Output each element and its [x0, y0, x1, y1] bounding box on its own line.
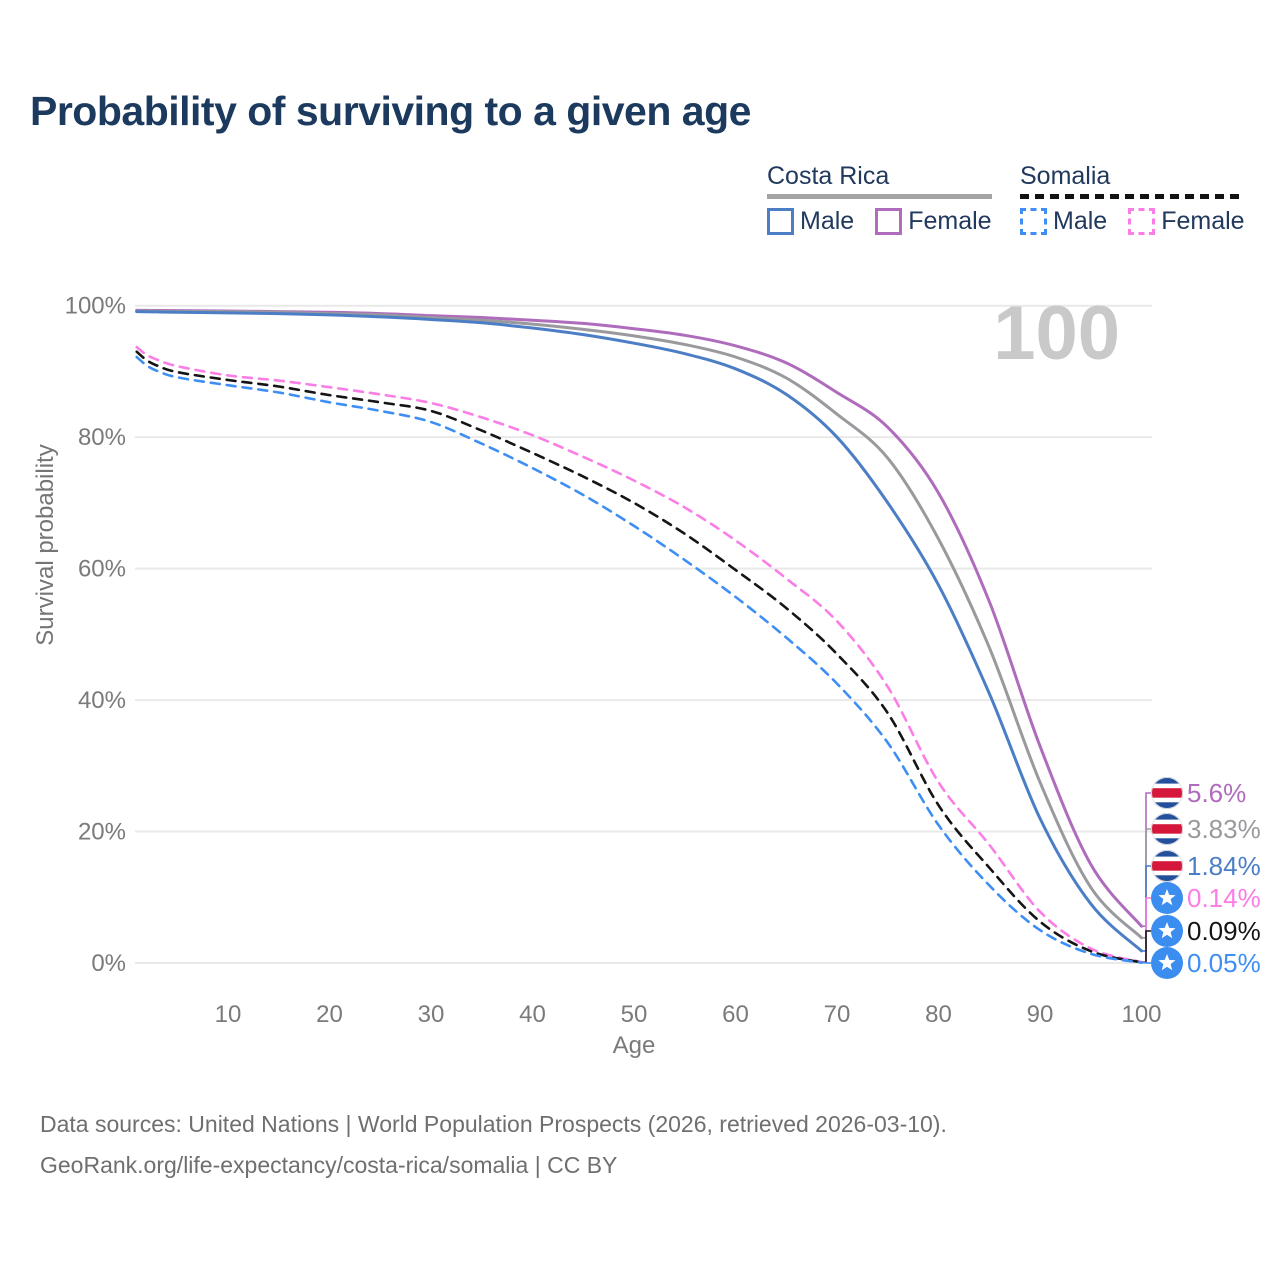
watermark-age-100: 100	[993, 291, 1120, 376]
y-tick-label: 20%	[78, 819, 126, 846]
x-tick-label: 100	[1121, 1001, 1161, 1028]
legend-item-costa-rica-male[interactable]: Male	[767, 207, 854, 236]
end-label-connector	[1141, 930, 1151, 964]
x-tick-label: 40	[519, 1001, 546, 1028]
legend-item-label: Male	[1053, 206, 1108, 235]
series-line-costa-rica-both-sexes	[135, 309, 1143, 940]
somalia-flag-icon	[1151, 915, 1183, 947]
source-attribution: Data sources: United Nations | World Pop…	[40, 1104, 947, 1186]
x-tick-label: 80	[925, 1001, 952, 1028]
costa-rica-flag-icon	[1151, 813, 1183, 845]
y-tick-label: 40%	[78, 687, 126, 714]
y-tick-label: 80%	[78, 424, 126, 451]
x-tick-label: 20	[316, 1001, 343, 1028]
costa-rica-male-swatch-icon	[767, 207, 794, 235]
legend-group-somalia: Somalia Male Female	[1020, 162, 1245, 236]
end-value-labels: 5.6% 3.83% 1.84%0.14%0.09%0.05%	[1141, 777, 1261, 979]
license-line: GeoRank.org/life-expectancy/costa-rica/s…	[40, 1152, 618, 1178]
costa-rica-flag-icon	[1151, 777, 1183, 809]
x-tick-label: 10	[215, 1001, 242, 1028]
somalia-male-swatch-icon	[1020, 207, 1047, 235]
legend-country-somalia: Somalia	[1020, 162, 1111, 190]
end-value-label-costa-rica-both-sexes: 3.83%	[1187, 814, 1261, 844]
legend-country-costa-rica: Costa Rica	[767, 162, 890, 190]
x-axis-title: Age	[613, 1032, 656, 1059]
somalia-flag-icon	[1151, 882, 1183, 914]
x-tick-label: 60	[722, 1001, 749, 1028]
series-line-costa-rica-male	[135, 310, 1143, 953]
legend-item-label: Male	[800, 206, 855, 235]
end-value-label-costa-rica-male: 1.84%	[1187, 851, 1261, 881]
somalia-dashed-line-sample	[1020, 194, 1245, 199]
page-title: Probability of surviving to a given age	[30, 88, 751, 134]
legend-item-label: Female	[908, 206, 992, 235]
series-line-somalia-both-sexes	[135, 350, 1143, 964]
end-value-label-somalia-male: 0.05%	[1187, 948, 1261, 978]
y-tick-label: 100%	[65, 293, 126, 320]
legend-item-label: Female	[1161, 206, 1245, 235]
y-tick-label: 60%	[78, 556, 126, 583]
y-tick-label: 0%	[91, 950, 126, 977]
costa-rica-female-swatch-icon	[875, 207, 903, 235]
x-tick-label: 50	[621, 1001, 648, 1028]
somalia-flag-icon	[1151, 947, 1183, 979]
costa-rica-flag-icon	[1151, 850, 1183, 882]
x-tick-label: 90	[1027, 1001, 1054, 1028]
legend-item-somalia-male[interactable]: Male	[1020, 207, 1107, 236]
data-source-line: Data sources: United Nations | World Pop…	[40, 1111, 947, 1137]
series-line-somalia-male	[135, 355, 1143, 964]
end-value-label-somalia-both-sexes: 0.09%	[1187, 916, 1261, 946]
x-tick-label: 70	[824, 1001, 851, 1028]
legend-item-somalia-female[interactable]: Female	[1128, 206, 1245, 236]
series-line-costa-rica-female	[135, 308, 1143, 928]
series-line-somalia-female	[135, 345, 1143, 964]
x-tick-label: 30	[418, 1001, 445, 1028]
costa-rica-solid-line-sample	[767, 194, 992, 199]
end-value-label-somalia-female: 0.14%	[1187, 883, 1261, 913]
legend-group-costa-rica: Costa Rica Male Female	[767, 162, 992, 236]
end-value-label-costa-rica-female: 5.6%	[1187, 778, 1246, 808]
somalia-female-swatch-icon	[1128, 207, 1156, 235]
legend-item-costa-rica-female[interactable]: Female	[875, 206, 992, 236]
